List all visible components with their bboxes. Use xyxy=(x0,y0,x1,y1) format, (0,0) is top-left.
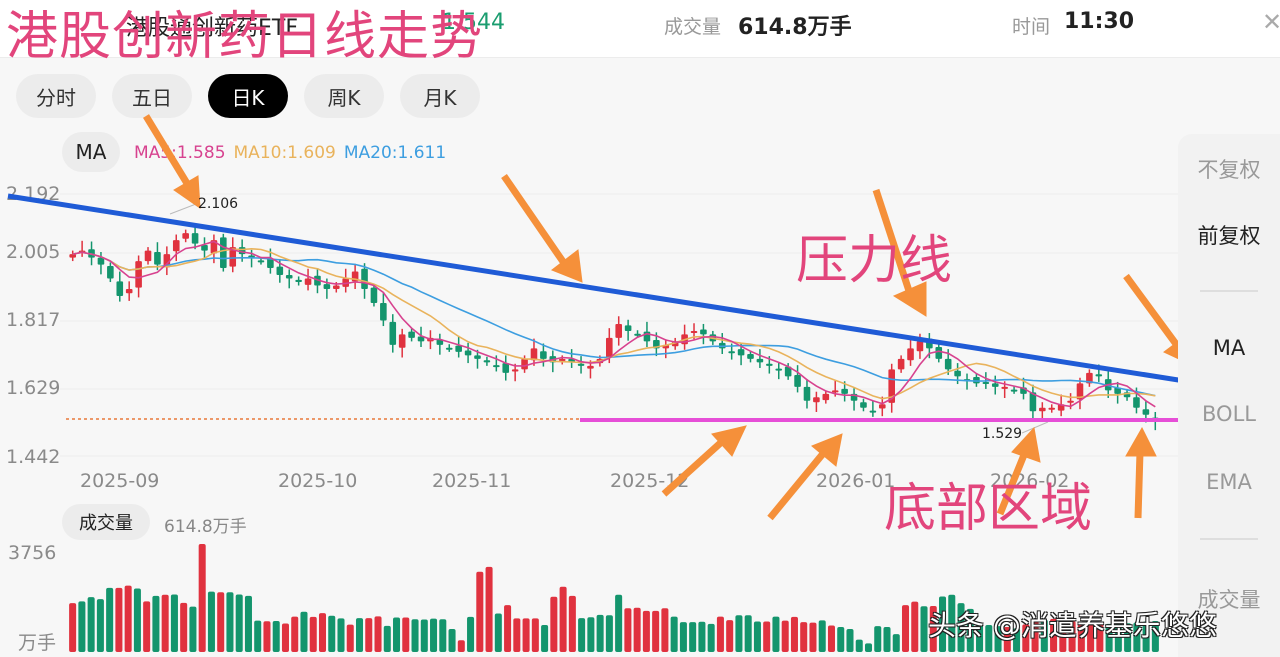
divider xyxy=(1200,290,1258,292)
time-label: 时间 xyxy=(1012,16,1051,38)
ma5-value: MA5:1.585 xyxy=(134,143,226,163)
y-tick-label: 1.817 xyxy=(6,309,61,331)
indicator-side-panel: 不复权 前复权 MA BOLL EMA 成交量 xyxy=(1178,134,1280,657)
x-tick-label: 2025-11 xyxy=(432,470,512,492)
bottom-zone-annotation: 底部区域 xyxy=(884,479,1093,539)
ma10-value: MA10:1.609 xyxy=(233,143,336,163)
tab-intraday[interactable]: 分时 xyxy=(16,74,96,118)
tab-monthly-k[interactable]: 月K xyxy=(400,74,480,118)
option-unadjusted[interactable]: 不复权 xyxy=(1197,158,1261,182)
indicator-chip[interactable]: MA xyxy=(62,132,120,172)
option-ma[interactable]: MA xyxy=(1212,336,1246,360)
volume-label: 成交量 xyxy=(664,16,722,38)
volume-y-max: 3756 xyxy=(8,542,57,564)
option-boll[interactable]: BOLL xyxy=(1202,402,1256,426)
ma20-value: MA20:1.611 xyxy=(343,143,447,163)
ma-legend: MA5:1.585 MA10:1.609 MA20:1.611 xyxy=(134,143,446,163)
low-annotation: 1.529 xyxy=(982,426,1023,442)
y-tick-label: 1.442 xyxy=(6,446,61,468)
divider xyxy=(1200,538,1258,540)
x-tick-label: 2025-09 xyxy=(80,470,160,492)
x-tick-label: 2026-01 xyxy=(816,470,896,492)
tab-daily-k[interactable]: 日K xyxy=(208,74,288,118)
watermark: 头条 @消遣养基乐悠悠 xyxy=(928,609,1217,642)
annotation-arrows xyxy=(143,114,1195,521)
volume-value: 614.8万手 xyxy=(738,15,852,40)
volume-unit: 万手 xyxy=(18,632,57,654)
option-ema[interactable]: EMA xyxy=(1206,470,1252,494)
ticker-name: 港股通创新药ETF xyxy=(126,16,298,41)
close-icon[interactable]: ✕ xyxy=(1262,8,1280,36)
quote-header: 港股通创新药ETF 1.544 成交量 614.8万手 时间 11:30 ✕ xyxy=(0,0,1280,58)
period-tabs: 分时 五日 日K 周K 月K xyxy=(16,74,480,118)
volume-indicator-chip[interactable]: 成交量 xyxy=(62,504,150,540)
ticker-price: 1.544 xyxy=(442,10,505,35)
resistance-line xyxy=(7,193,1280,399)
resistance-annotation: 压力线 xyxy=(796,231,953,291)
volume-bars xyxy=(69,544,1159,652)
high-callout-line xyxy=(169,203,197,215)
option-volume[interactable]: 成交量 xyxy=(1197,588,1261,612)
overlay-title: 港股创新药日线走势 xyxy=(6,7,484,67)
y-tick-label: 2.005 xyxy=(6,241,61,263)
tab-weekly-k[interactable]: 周K xyxy=(304,74,384,118)
volume-panel-value: 614.8万手 xyxy=(164,517,247,537)
low-callout-line xyxy=(1021,421,1049,434)
candles xyxy=(69,223,1159,431)
high-annotation: 2.106 xyxy=(198,196,239,212)
option-forward-adjusted[interactable]: 前复权 xyxy=(1197,224,1261,248)
ma-lines xyxy=(72,240,1156,408)
tab-five-day[interactable]: 五日 xyxy=(112,74,192,118)
y-tick-label: 1.629 xyxy=(6,377,61,399)
time-value: 11:30 xyxy=(1064,9,1135,34)
x-tick-label: 2025-10 xyxy=(278,470,358,492)
